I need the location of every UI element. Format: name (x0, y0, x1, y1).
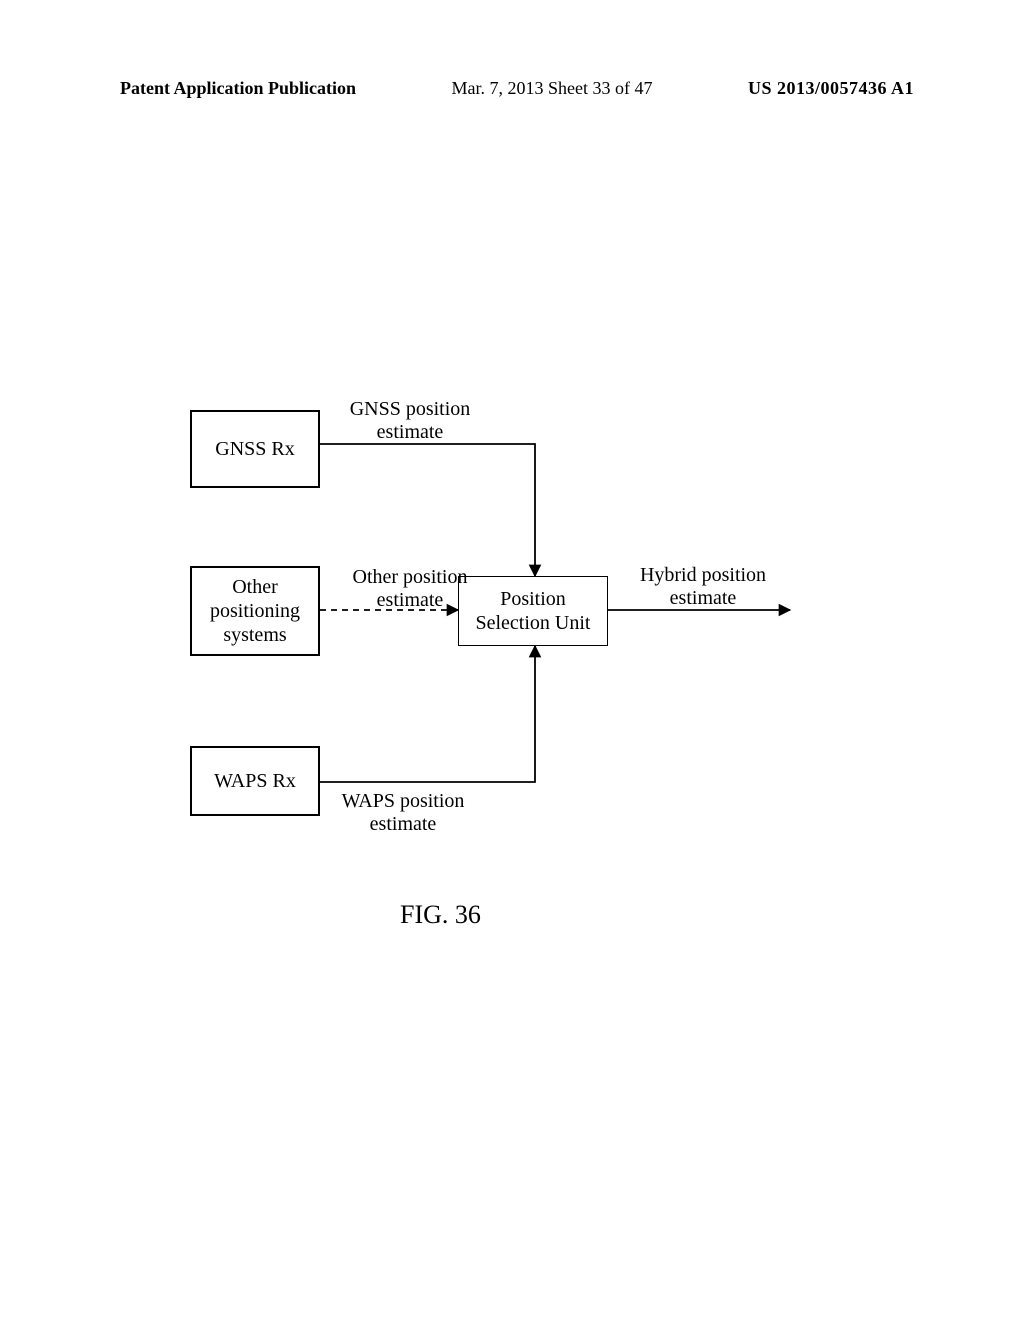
figure-caption: FIG. 36 (400, 900, 481, 930)
gnss-rx-label: GNSS Rx (215, 437, 294, 461)
waps-edge-label: WAPS positionestimate (318, 790, 488, 836)
block-diagram: GNSS Rx Otherpositioningsystems WAPS Rx … (0, 0, 1024, 1320)
position-selection-unit-label: PositionSelection Unit (476, 587, 591, 635)
other-positioning-box: Otherpositioningsystems (190, 566, 320, 656)
hybrid-edge-label: Hybrid positionestimate (618, 564, 788, 610)
connector-lines (0, 0, 1024, 1320)
page: Patent Application Publication Mar. 7, 2… (0, 0, 1024, 1320)
waps-rx-label: WAPS Rx (214, 769, 296, 793)
waps-rx-box: WAPS Rx (190, 746, 320, 816)
gnss-edge-label: GNSS positionestimate (330, 398, 490, 444)
other-positioning-label: Otherpositioningsystems (210, 575, 300, 647)
other-edge-label: Other positionestimate (330, 566, 490, 612)
gnss-rx-box: GNSS Rx (190, 410, 320, 488)
